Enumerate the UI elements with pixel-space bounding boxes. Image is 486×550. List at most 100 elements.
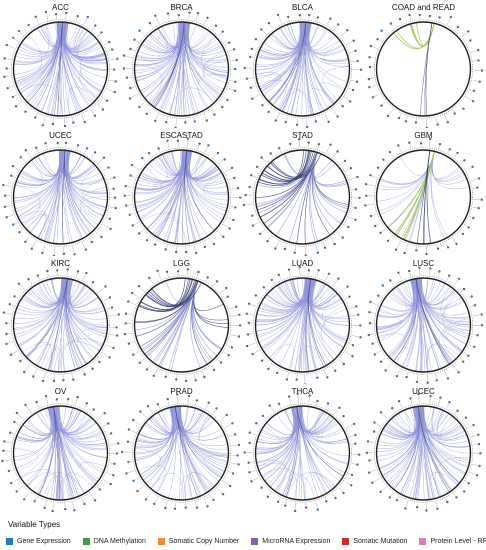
circos-panel: KIRC bbox=[0, 256, 121, 384]
label-leader bbox=[455, 27, 458, 31]
variable-marker bbox=[446, 500, 449, 504]
link-arcs bbox=[255, 277, 350, 373]
label-leader bbox=[196, 273, 199, 278]
variable-marker bbox=[233, 176, 236, 180]
label-leader bbox=[248, 342, 256, 346]
variable-marker bbox=[303, 383, 307, 384]
link-arc bbox=[320, 308, 347, 360]
variable-marker bbox=[213, 113, 216, 116]
variable-marker bbox=[17, 29, 21, 33]
circos-ring-ticks bbox=[132, 275, 231, 375]
variable-marker bbox=[457, 371, 460, 374]
variable-marker bbox=[156, 403, 159, 406]
label-leader bbox=[472, 314, 481, 317]
link-arc bbox=[195, 154, 229, 195]
label-leader bbox=[388, 235, 393, 240]
label-leader bbox=[131, 213, 135, 215]
label-leader bbox=[245, 203, 254, 206]
link-arc bbox=[140, 279, 196, 311]
label-leader bbox=[52, 118, 54, 123]
variable-marker bbox=[469, 39, 472, 42]
label-leader bbox=[127, 313, 133, 316]
variable-marker bbox=[417, 392, 420, 396]
variable-marker bbox=[329, 143, 332, 146]
variable-marker bbox=[243, 451, 246, 454]
circos-ring bbox=[375, 21, 472, 117]
variable-marker bbox=[386, 239, 390, 242]
circos-panel: PRAD bbox=[121, 384, 242, 512]
label-leader bbox=[82, 369, 85, 374]
label-leader bbox=[438, 18, 440, 22]
circos-ring bbox=[12, 149, 109, 245]
circos-plot bbox=[364, 137, 483, 256]
label-leader bbox=[36, 148, 39, 153]
variable-marker bbox=[262, 286, 265, 289]
variable-marker bbox=[85, 147, 89, 150]
variable-marker bbox=[308, 394, 311, 397]
label-leader bbox=[128, 76, 133, 78]
variable-marker bbox=[380, 29, 383, 32]
circos-plot bbox=[121, 393, 241, 510]
variable-marker bbox=[9, 431, 12, 434]
label-leader bbox=[465, 96, 472, 101]
variable-marker bbox=[125, 76, 129, 79]
link-arc bbox=[65, 150, 88, 236]
link-arc bbox=[140, 279, 193, 310]
variable-marker bbox=[473, 304, 477, 307]
variable-marker bbox=[147, 152, 151, 155]
link-arc bbox=[286, 406, 301, 498]
variable-marker bbox=[73, 253, 76, 256]
label-leader bbox=[376, 222, 381, 226]
legend-label: MicroRNA Expression bbox=[262, 537, 331, 545]
link-arc bbox=[64, 278, 108, 328]
link-arc bbox=[80, 41, 101, 94]
label-leader bbox=[106, 472, 112, 475]
variable-marker bbox=[10, 174, 13, 177]
variable-marker bbox=[477, 442, 481, 446]
label-leader bbox=[210, 365, 214, 369]
variable-marker bbox=[456, 151, 459, 155]
panel-title: UCEC bbox=[412, 387, 435, 396]
label-leader bbox=[351, 463, 356, 465]
variable-marker bbox=[368, 459, 371, 462]
label-leader bbox=[262, 158, 267, 163]
variable-markers bbox=[367, 266, 484, 384]
variable-marker bbox=[463, 490, 466, 493]
label-leader bbox=[252, 175, 257, 178]
variable-marker bbox=[5, 67, 8, 70]
circos-panel: UCEC bbox=[363, 384, 484, 512]
link-arc bbox=[418, 278, 469, 316]
panel-title: OV bbox=[54, 387, 67, 396]
label-leader bbox=[331, 365, 335, 370]
circos-panel: COAD and READ bbox=[363, 0, 484, 128]
variable-marker bbox=[225, 286, 228, 290]
variable-marker bbox=[127, 300, 130, 303]
label-leader bbox=[459, 487, 464, 491]
variable-marker bbox=[13, 295, 16, 298]
label-leader bbox=[26, 151, 31, 158]
label-leader bbox=[188, 14, 190, 20]
variable-marker bbox=[41, 124, 44, 127]
label-leader bbox=[90, 153, 95, 158]
label-leader bbox=[102, 424, 108, 427]
circos-panel: GBM bbox=[363, 128, 484, 256]
variable-marker bbox=[207, 144, 210, 147]
link-arc bbox=[426, 150, 432, 244]
variable-marker bbox=[293, 251, 296, 254]
link-arc bbox=[54, 406, 85, 494]
variable-marker bbox=[316, 251, 319, 254]
link-arc bbox=[148, 280, 197, 307]
variable-marker bbox=[184, 121, 187, 124]
variable-marker bbox=[248, 431, 251, 434]
variable-marker bbox=[354, 433, 357, 437]
variable-marker bbox=[260, 28, 263, 31]
link-arc bbox=[386, 279, 414, 355]
label-leader bbox=[348, 473, 351, 475]
variable-marker bbox=[455, 496, 458, 499]
label-leader bbox=[351, 60, 357, 62]
variable-marker bbox=[132, 353, 135, 356]
variable-marker bbox=[308, 13, 311, 17]
link-arc bbox=[57, 21, 63, 116]
label-leader bbox=[269, 24, 274, 29]
link-arc bbox=[192, 280, 223, 350]
